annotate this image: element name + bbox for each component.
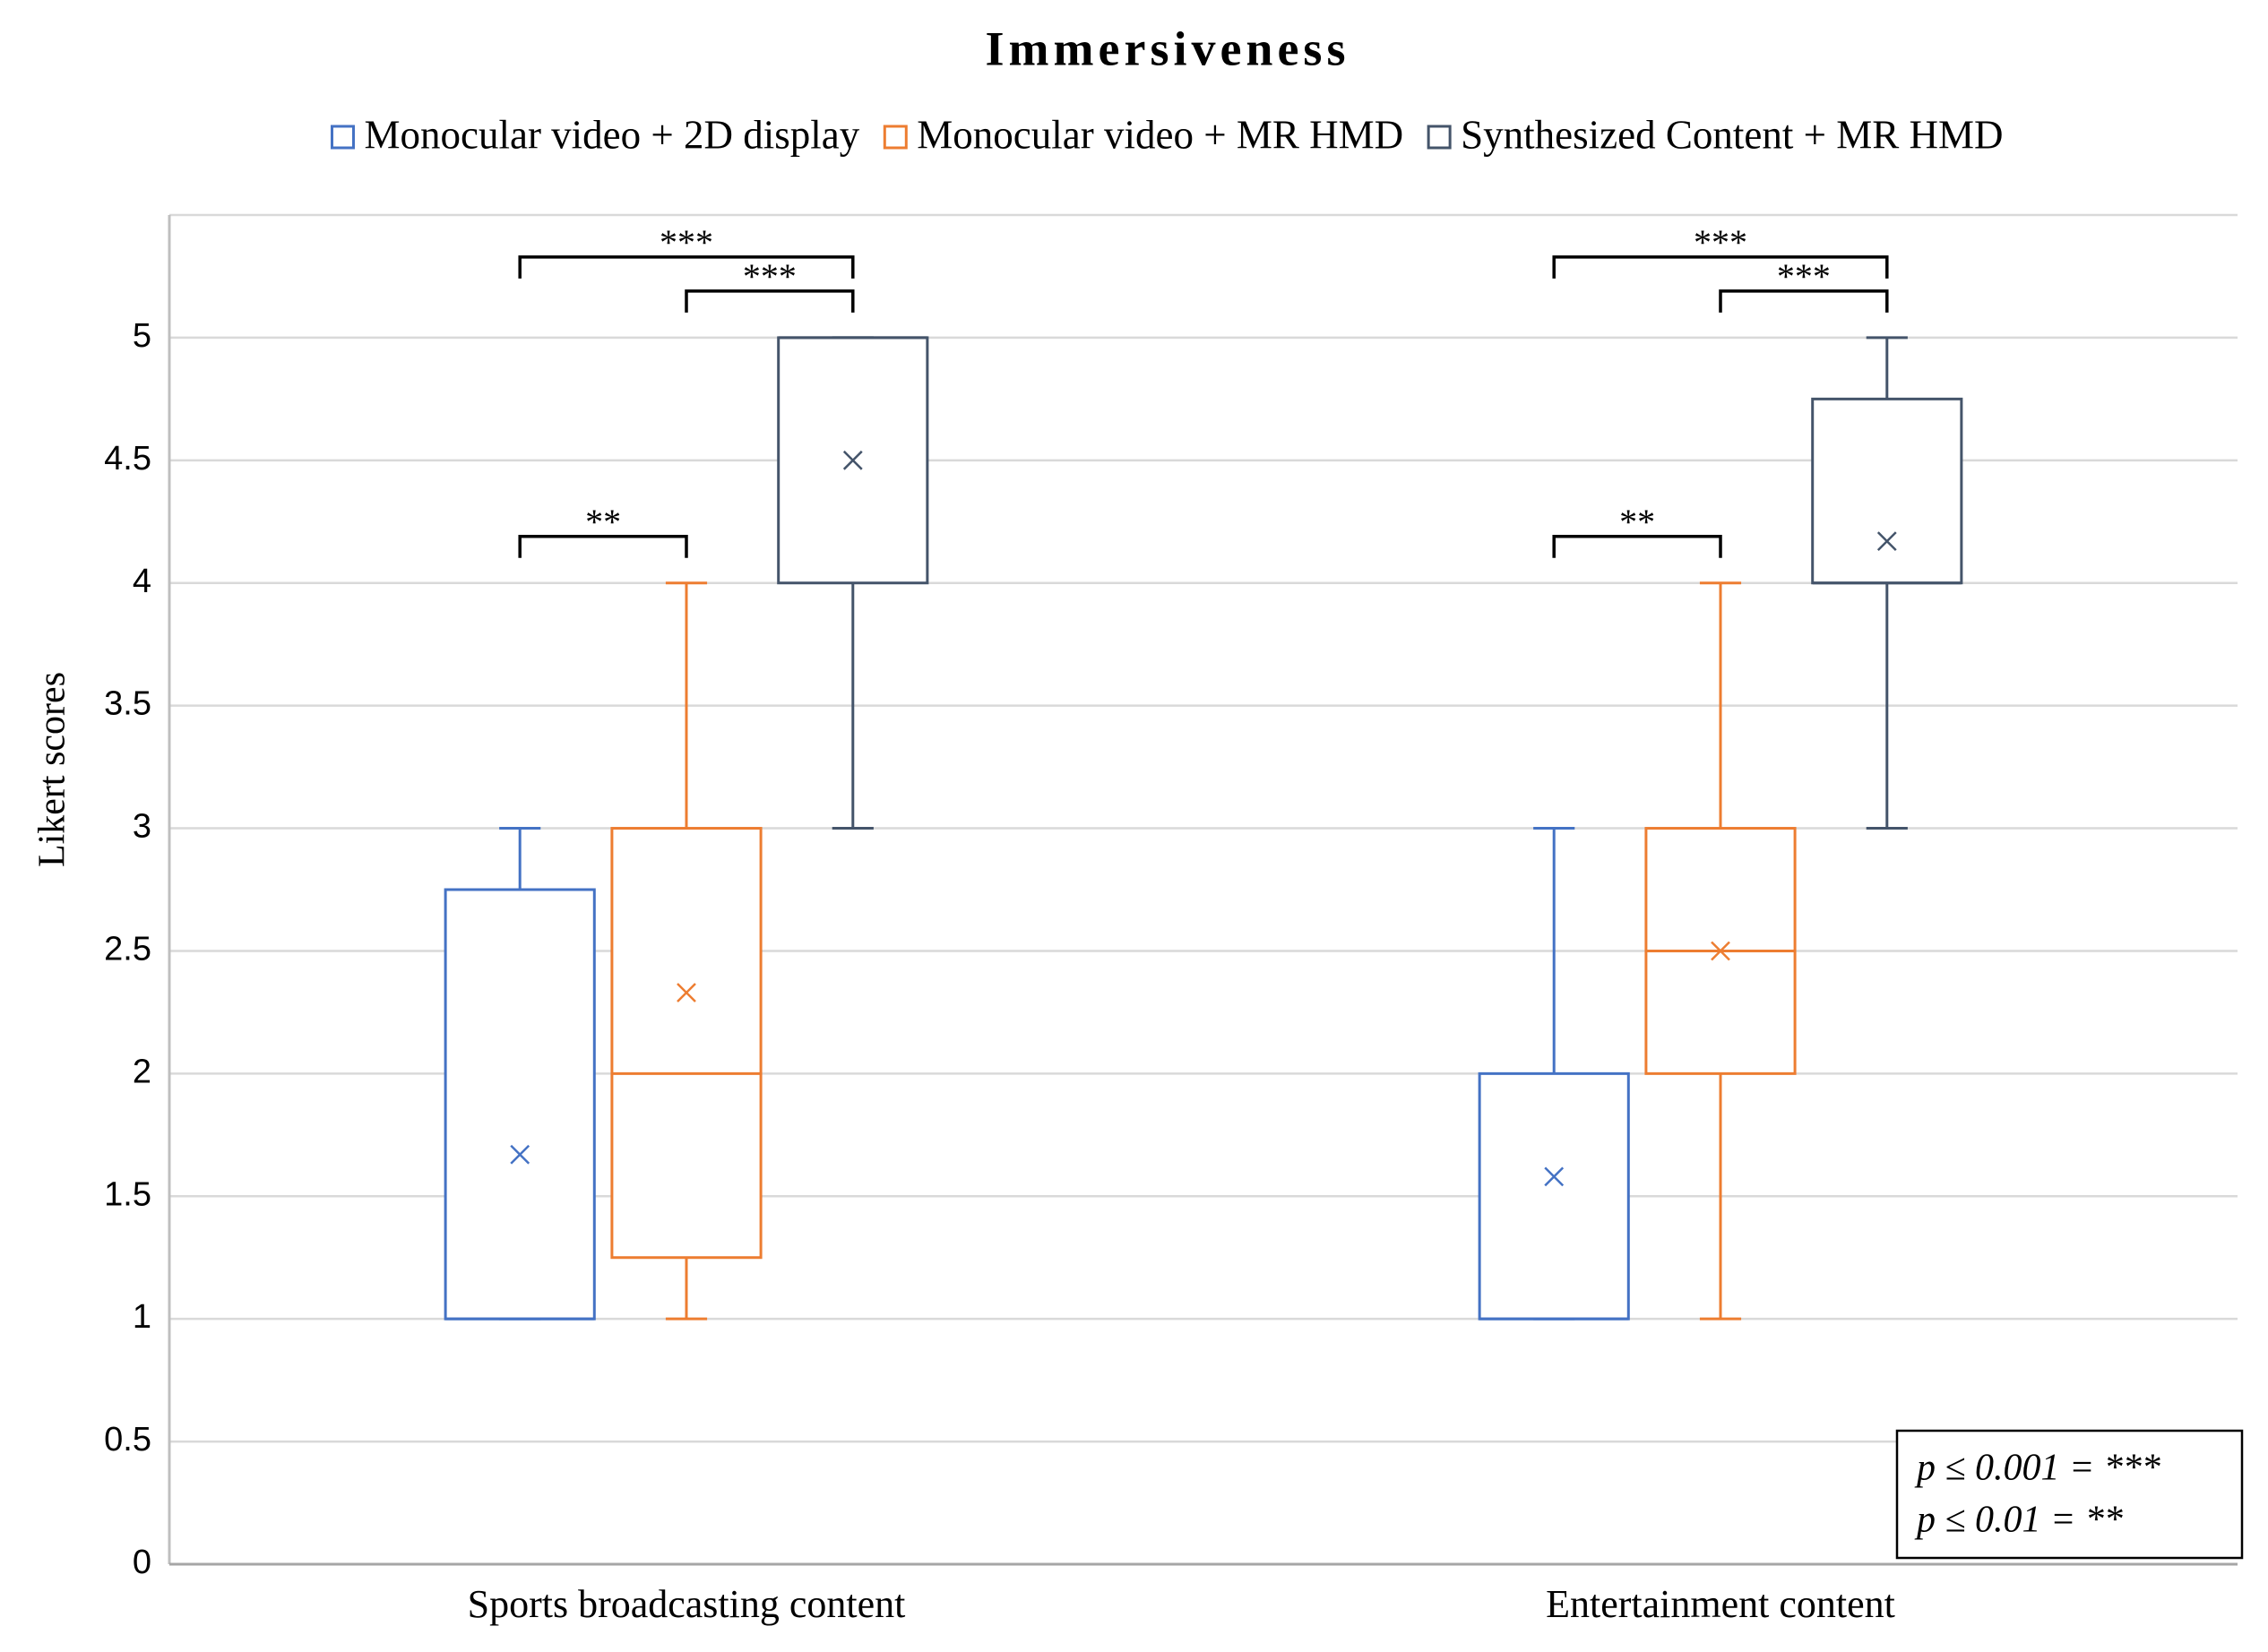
chart-title: Immersiveness [986, 22, 1350, 75]
mean-marker [510, 1144, 530, 1165]
significance-label: ** [585, 502, 621, 542]
y-tick-label: 3 [133, 808, 151, 846]
y-tick-label: 5 [133, 317, 151, 355]
significance-bracket [1552, 255, 1889, 279]
legend-label: Synthesized Content + MR HMD [1461, 112, 2003, 157]
significance-label: *** [1777, 256, 1831, 297]
y-tick-label: 3.5 [104, 685, 151, 723]
box [1478, 1071, 1630, 1321]
note-line: p ≤ 0.001 = *** [1914, 1448, 2160, 1489]
mean-marker [677, 983, 696, 1002]
box [777, 336, 929, 585]
note-box [1895, 1429, 2244, 1560]
y-tick-label: 1.5 [104, 1175, 151, 1213]
y-axis-label: Likert scores [32, 672, 73, 867]
legend-marker [330, 125, 355, 150]
y-tick-label: 1 [133, 1298, 151, 1336]
mean-marker [1544, 1166, 1565, 1187]
significance-bracket [685, 289, 855, 313]
x-tick-label: Sports broadcasting content [468, 1582, 906, 1626]
significance-bracket [518, 255, 855, 279]
significance-label: *** [1694, 222, 1747, 262]
legend-marker [883, 125, 908, 150]
legend-label: Monocular video + 2D display [364, 112, 859, 157]
y-tick-label: 4 [133, 563, 151, 600]
box [610, 827, 763, 1260]
significance-bracket [518, 534, 688, 558]
y-tick-label: 2 [133, 1053, 151, 1090]
y-tick-label: 0.5 [104, 1421, 151, 1458]
significance-bracket [1552, 534, 1722, 558]
note-line: p ≤ 0.01 = ** [1914, 1500, 2123, 1541]
y-tick-label: 4.5 [104, 440, 151, 478]
significance-label: *** [660, 222, 713, 262]
significance-label: *** [743, 256, 797, 297]
y-tick-label: 0 [133, 1544, 151, 1581]
box [1811, 397, 1963, 585]
significance-bracket [1719, 289, 1889, 313]
box [444, 888, 596, 1321]
mean-marker [1711, 941, 1730, 961]
legend-label: Monocular video + MR HMD [917, 112, 1403, 157]
y-tick-label: 2.5 [104, 930, 151, 968]
x-tick-label: Entertainment content [1546, 1582, 1895, 1626]
legend-marker [1427, 125, 1452, 150]
mean-marker [842, 450, 863, 470]
mean-marker [1876, 531, 1897, 552]
significance-label: ** [1619, 502, 1655, 542]
